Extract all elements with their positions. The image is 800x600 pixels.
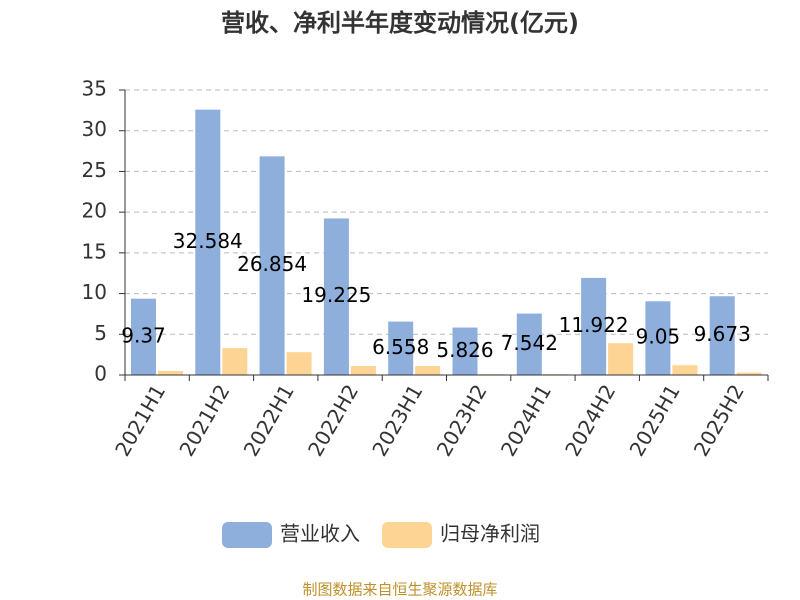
- x-tick-label: 2022H2: [303, 380, 363, 460]
- y-tick-label: 20: [82, 199, 107, 223]
- bar: [672, 365, 698, 375]
- bar: [286, 352, 312, 375]
- bar: [645, 301, 671, 375]
- bar: [222, 348, 248, 375]
- bar: [350, 366, 376, 375]
- bar: [452, 327, 478, 375]
- source-note: 制图数据来自恒生聚源数据库: [302, 581, 497, 599]
- bar: [516, 313, 542, 375]
- x-tick-label: 2024H1: [496, 380, 556, 460]
- value-label: 9.673: [694, 322, 751, 346]
- bar: [195, 109, 221, 375]
- y-tick-label: 25: [82, 158, 107, 182]
- value-label: 7.542: [501, 331, 558, 355]
- legend-swatch: [222, 522, 272, 548]
- bar: [736, 372, 762, 375]
- x-tick-label: 2022H1: [239, 380, 299, 460]
- y-tick-label: 5: [94, 321, 107, 345]
- x-tick-label: 2023H1: [367, 380, 427, 460]
- value-label: 32.584: [173, 229, 243, 253]
- legend-swatch: [382, 522, 432, 548]
- y-tick-label: 10: [82, 280, 107, 304]
- x-tick-label: 2023H2: [432, 380, 492, 460]
- bar: [388, 321, 414, 375]
- y-tick-label: 15: [82, 239, 107, 263]
- bar: [158, 370, 183, 375]
- x-tick-label: 2025H1: [625, 380, 685, 460]
- chart-title: 营收、净利半年度变动情况(亿元): [221, 9, 579, 37]
- legend-label: 营业收入: [280, 522, 360, 546]
- x-tick-label: 2021H2: [174, 380, 234, 460]
- x-tick-label: 2024H2: [560, 380, 620, 460]
- value-label: 19.225: [301, 283, 371, 307]
- y-tick-label: 30: [82, 117, 107, 141]
- y-tick-label: 0: [94, 362, 107, 386]
- bar: [581, 277, 607, 375]
- value-label: 26.854: [237, 252, 307, 276]
- value-label: 6.558: [372, 335, 429, 359]
- value-label: 11.922: [559, 313, 629, 337]
- value-label: 9.05: [636, 325, 681, 349]
- bar: [131, 298, 156, 375]
- bar: [608, 343, 634, 375]
- bar: [709, 296, 735, 375]
- x-tick-label: 2025H2: [689, 380, 749, 460]
- x-tick-label: 2021H1: [110, 380, 170, 460]
- bar: [415, 366, 441, 375]
- bar: [323, 218, 349, 375]
- value-label: 5.826: [436, 338, 493, 362]
- legend-label: 归母净利润: [440, 522, 540, 546]
- y-tick-label: 35: [82, 77, 107, 101]
- value-label: 9.37: [121, 323, 166, 347]
- bar: [259, 156, 285, 375]
